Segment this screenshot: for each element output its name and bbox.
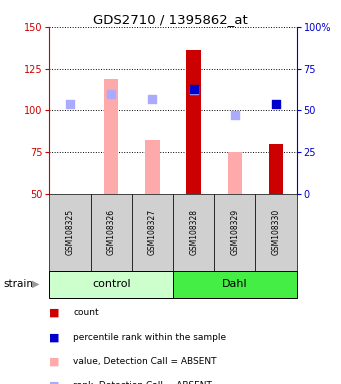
Text: rank, Detection Call = ABSENT: rank, Detection Call = ABSENT [73,381,212,384]
Text: GSM108329: GSM108329 [231,209,239,255]
Point [108,91,114,97]
Text: Dahl: Dahl [222,279,248,289]
Text: ■: ■ [49,308,60,318]
Text: ■: ■ [49,332,60,342]
Point [191,87,196,93]
Text: value, Detection Call = ABSENT: value, Detection Call = ABSENT [73,357,217,366]
Text: GSM108330: GSM108330 [271,209,281,255]
Point [232,113,238,119]
Point [273,101,279,107]
Bar [173,271,297,298]
Bar [104,79,118,194]
Bar [49,194,91,271]
Text: GSM108328: GSM108328 [189,209,198,255]
Text: GDS2710 / 1395862_at: GDS2710 / 1395862_at [93,13,248,26]
Text: GSM108327: GSM108327 [148,209,157,255]
Bar [228,152,242,194]
Bar [214,194,255,271]
Bar [145,141,160,194]
Point [191,86,196,92]
Text: GSM108325: GSM108325 [65,209,75,255]
Point [150,96,155,102]
Text: count: count [73,308,99,318]
Text: GSM108326: GSM108326 [107,209,116,255]
Text: ■: ■ [49,381,60,384]
Bar [49,271,173,298]
Text: ■: ■ [49,356,60,366]
Text: percentile rank within the sample: percentile rank within the sample [73,333,226,342]
Bar [91,194,132,271]
Text: strain: strain [3,279,33,289]
Bar [187,50,201,194]
Bar [255,194,297,271]
Bar [132,194,173,271]
Text: control: control [92,279,131,289]
Point [67,101,73,107]
Bar [173,194,214,271]
Bar [269,144,283,194]
Text: ▶: ▶ [32,279,40,289]
